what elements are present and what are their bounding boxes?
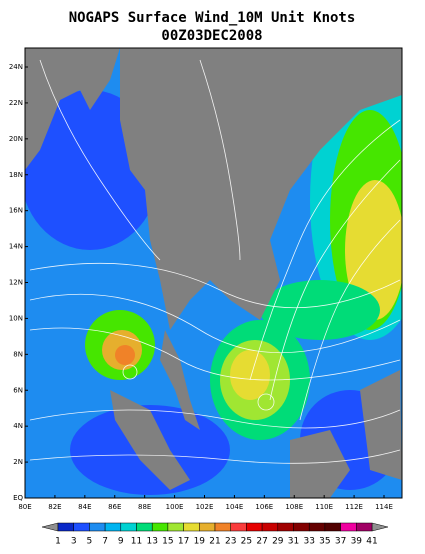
y-tick-label: 20N	[9, 135, 23, 143]
colorbar-label: 41	[366, 537, 377, 547]
colorbar-label: 21	[209, 537, 220, 547]
colorbar-label: 7	[102, 537, 108, 547]
colorbar-box	[324, 522, 341, 532]
colorbar-label: 37	[335, 537, 346, 547]
y-tick-label: EQ	[13, 494, 23, 502]
colorbar-box	[151, 522, 169, 532]
y-tick-label: 22N	[9, 99, 23, 107]
colorbar-box	[261, 522, 279, 532]
colorbar-end	[41, 522, 59, 532]
colorbar-box	[293, 522, 310, 532]
y-tick-label: 12N	[9, 279, 23, 287]
colorbar-box	[167, 522, 184, 532]
colorbar-box	[308, 522, 326, 532]
colorbar-box	[214, 522, 231, 532]
colorbar-end	[371, 522, 389, 532]
colorbar-label: 23	[225, 537, 236, 547]
colorbar-box	[89, 522, 106, 532]
colorbar-box	[246, 522, 263, 532]
colorbar: 1 3 5 7 9 11 13 15 17 19 21 23 25 27 29 31 33 35 37 39 41	[41, 522, 389, 547]
colorbar-label: 5	[87, 537, 93, 547]
colorbar-box	[120, 522, 137, 532]
x-tick-label: 104E	[226, 503, 244, 511]
y-tick-label: 24N	[9, 63, 23, 71]
colorbar-box	[57, 522, 74, 532]
x-tick-label: 84E	[78, 503, 91, 511]
streamlines	[29, 59, 401, 464]
y-tick-label: 16N	[9, 207, 23, 215]
x-tick-label: 114E	[375, 503, 393, 511]
colorbar-box	[277, 522, 294, 532]
x-tick-label: 110E	[315, 503, 333, 511]
colorbar-label: 15	[162, 537, 173, 547]
x-tick-label: 80E	[18, 503, 31, 511]
x-tick-label: 108E	[285, 503, 303, 511]
y-tick-label: 8N	[13, 350, 23, 358]
colorbar-box	[104, 522, 122, 532]
y-tick-label: 14N	[9, 243, 23, 251]
colorbar-label: 39	[351, 537, 363, 547]
colorbar-label: 17	[178, 537, 189, 547]
colorbar-label: 19	[194, 537, 206, 547]
x-tick-label: 82E	[48, 503, 61, 511]
x-tick-label: 102E	[196, 503, 214, 511]
y-tick-label: 4N	[13, 422, 23, 430]
colorbar-label: 29	[272, 537, 284, 547]
y-tick-label: 2N	[13, 458, 23, 466]
colorbar-box	[136, 522, 153, 532]
map	[25, 48, 402, 498]
colorbar-label: 33	[303, 537, 314, 547]
x-tick-label: 100E	[166, 503, 184, 511]
colorbar-box	[73, 522, 90, 532]
colorbar-box	[199, 522, 216, 532]
colorbar-label: 9	[118, 537, 124, 547]
x-tick-label: 106E	[255, 503, 273, 511]
colorbar-label: 27	[256, 537, 267, 547]
colorbar-label: 13	[146, 537, 157, 547]
colorbar-box	[356, 522, 373, 532]
colorbar-label: 3	[71, 537, 77, 547]
x-tick-label: 112E	[345, 503, 363, 511]
subtitle: 00Z03DEC2008	[161, 28, 262, 44]
y-tick-label: 18N	[9, 171, 23, 179]
y-tick-label: 6N	[13, 386, 23, 394]
colorbar-label: 35	[319, 537, 330, 547]
colorbar-box	[183, 522, 200, 532]
colorbar-box	[230, 522, 247, 532]
colorbar-label: 31	[288, 537, 299, 547]
x-tick-label: 88E	[138, 503, 151, 511]
colorbar-label: 25	[241, 537, 252, 547]
title: NOGAPS Surface Wind_10M Unit Knots	[69, 10, 356, 26]
x-tick-label: 86E	[108, 503, 121, 511]
y-tick-label: 10N	[9, 314, 23, 322]
colorbar-label: 11	[131, 537, 142, 547]
colorbar-label: 1	[55, 537, 61, 547]
map-frame	[24, 47, 403, 499]
colorbar-box	[340, 522, 357, 532]
